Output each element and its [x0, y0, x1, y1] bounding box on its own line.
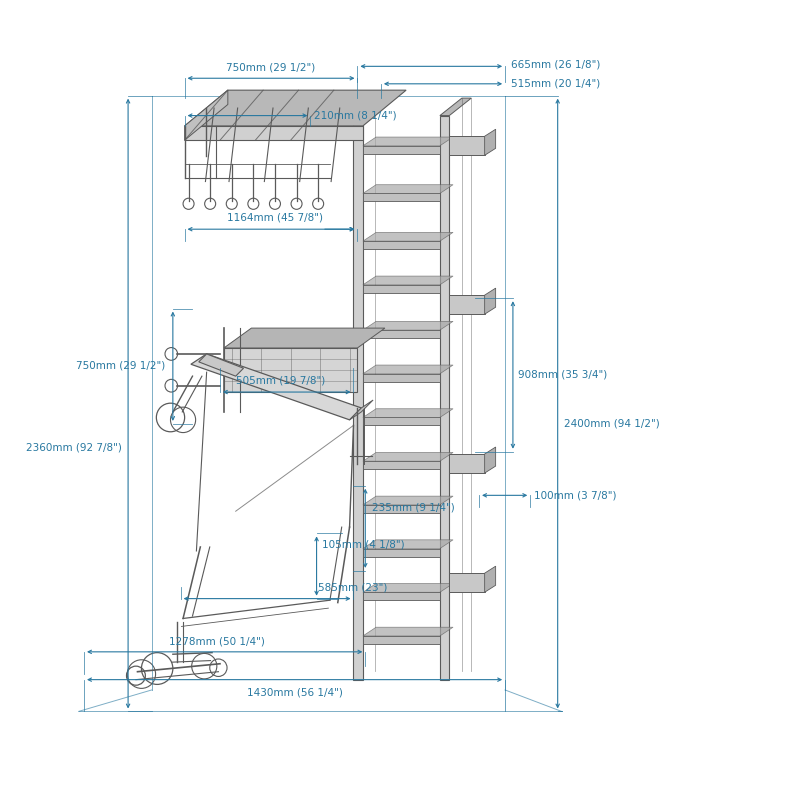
Polygon shape: [363, 276, 453, 285]
Polygon shape: [350, 400, 373, 420]
Polygon shape: [363, 241, 440, 249]
Polygon shape: [363, 285, 440, 293]
Polygon shape: [363, 592, 440, 600]
Polygon shape: [363, 461, 440, 469]
Polygon shape: [363, 330, 440, 338]
Polygon shape: [450, 573, 485, 592]
Polygon shape: [224, 328, 385, 348]
Text: 750mm (29 1/2"): 750mm (29 1/2"): [76, 361, 165, 371]
Polygon shape: [363, 636, 440, 644]
Text: 1164mm (45 7/8"): 1164mm (45 7/8"): [227, 213, 323, 223]
Text: 1278mm (50 1/4"): 1278mm (50 1/4"): [169, 636, 265, 646]
Text: 235mm (9 1/4"): 235mm (9 1/4"): [371, 502, 454, 512]
Polygon shape: [363, 365, 453, 374]
Text: 1430mm (56 1/4"): 1430mm (56 1/4"): [247, 687, 343, 698]
Polygon shape: [363, 496, 453, 505]
Polygon shape: [363, 185, 453, 194]
Polygon shape: [363, 409, 453, 418]
Text: 665mm (26 1/8"): 665mm (26 1/8"): [510, 60, 600, 70]
Polygon shape: [185, 126, 363, 140]
Polygon shape: [363, 627, 453, 636]
Text: 585mm (23"): 585mm (23"): [318, 582, 387, 592]
Polygon shape: [191, 354, 362, 420]
Polygon shape: [185, 90, 406, 126]
Polygon shape: [485, 447, 496, 473]
Polygon shape: [363, 374, 440, 382]
Polygon shape: [363, 549, 440, 557]
Polygon shape: [363, 505, 440, 513]
Text: 908mm (35 3/4"): 908mm (35 3/4"): [518, 370, 608, 379]
Polygon shape: [363, 194, 440, 202]
Polygon shape: [485, 566, 496, 592]
Text: 100mm (3 7/8"): 100mm (3 7/8"): [534, 490, 617, 500]
Polygon shape: [450, 454, 485, 473]
Polygon shape: [363, 322, 453, 330]
Polygon shape: [450, 295, 485, 314]
Polygon shape: [363, 453, 453, 461]
Polygon shape: [224, 348, 358, 392]
Polygon shape: [363, 232, 453, 241]
Text: 2360mm (92 7/8"): 2360mm (92 7/8"): [26, 442, 122, 453]
Polygon shape: [363, 583, 453, 592]
Polygon shape: [198, 354, 243, 376]
Text: 750mm (29 1/2"): 750mm (29 1/2"): [226, 62, 316, 73]
Polygon shape: [485, 130, 496, 155]
Polygon shape: [485, 288, 496, 314]
Text: 210mm (8 1/4"): 210mm (8 1/4"): [314, 110, 397, 121]
Polygon shape: [363, 137, 453, 146]
Text: 2400mm (94 1/2"): 2400mm (94 1/2"): [564, 419, 660, 429]
Polygon shape: [440, 98, 471, 115]
Text: 105mm (4 1/8"): 105mm (4 1/8"): [322, 539, 405, 550]
Polygon shape: [363, 418, 440, 426]
Polygon shape: [354, 115, 363, 680]
Text: 515mm (20 1/4"): 515mm (20 1/4"): [510, 79, 600, 89]
Polygon shape: [363, 146, 440, 154]
Text: 505mm (19 7/8"): 505mm (19 7/8"): [236, 376, 325, 386]
Polygon shape: [363, 540, 453, 549]
Polygon shape: [354, 98, 385, 115]
Polygon shape: [185, 90, 228, 140]
Polygon shape: [450, 136, 485, 155]
Polygon shape: [440, 115, 450, 680]
